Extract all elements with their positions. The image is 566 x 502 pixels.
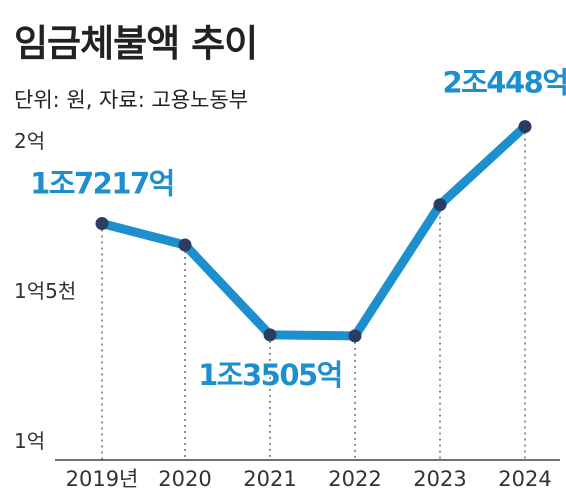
y-tick-label-2: 2억 (14, 129, 45, 153)
chart-title: 임금체불액 추이 (14, 22, 257, 65)
y-tick-label-1: 1억5천 (14, 279, 76, 303)
x-tick-label-3: 2022 (328, 467, 381, 491)
data-labels: 1조7217억 1조3505억 2조448억 (30, 66, 566, 392)
data-point-2 (263, 328, 277, 342)
data-label-0: 1조7217억 (30, 167, 174, 201)
data-point-0 (95, 217, 109, 230)
data-point-5 (518, 120, 532, 134)
x-tick-label-1: 2020 (158, 467, 211, 491)
data-point-1 (178, 238, 192, 252)
data-label-1: 1조3505억 (198, 358, 342, 392)
y-tick-label-0: 1억 (14, 429, 45, 453)
y-axis-ticks: 1억 1억5천 2억 (14, 129, 76, 453)
chart-subtitle: 단위: 원, 자료: 고용노동부 (14, 88, 248, 112)
gridlines (101, 126, 526, 460)
x-tick-label-2: 2021 (243, 467, 296, 491)
x-tick-label-4: 2023 (413, 467, 466, 491)
data-points (95, 120, 532, 343)
x-tick-label-0: 2019년 (66, 467, 139, 491)
x-axis-ticks: 2019년 2020 2021 2022 2023 2024 (66, 467, 552, 491)
series-line (97, 122, 530, 341)
x-tick-label-5: 2024 (498, 467, 551, 491)
data-label-2: 2조448억 (442, 66, 566, 100)
data-point-3 (348, 329, 362, 343)
data-point-4 (433, 198, 447, 212)
